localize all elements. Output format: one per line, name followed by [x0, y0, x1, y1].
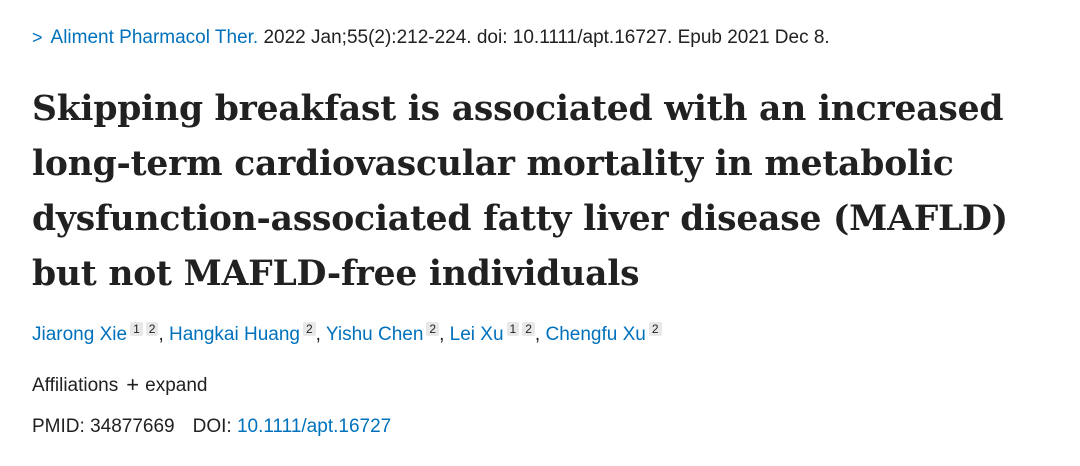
plus-icon[interactable]: +: [126, 372, 140, 397]
article-title: Skipping breakfast is associated with an…: [32, 82, 1062, 302]
affiliation-ref[interactable]: 2: [426, 322, 440, 336]
affiliations-toggle[interactable]: Affiliations + expand: [32, 373, 207, 399]
article-title-line: long-term cardiovascular mortality in me…: [32, 144, 954, 184]
doi-label: DOI:: [192, 416, 232, 437]
article-title-line: Skipping breakfast is associated with an…: [32, 89, 1004, 129]
affiliation-ref[interactable]: 2: [522, 322, 535, 336]
journal-link[interactable]: Aliment Pharmacol Ther.: [50, 27, 259, 48]
pmid-value: 34877669: [90, 416, 175, 437]
affiliation-ref[interactable]: 2: [145, 322, 159, 336]
doi-link[interactable]: 10.1111/apt.16727: [236, 416, 392, 437]
author-link[interactable]: Hangkai Huang: [169, 324, 300, 345]
author-list: Jiarong Xie 1 2, Hangkai Huang 2, Yishu Che…: [32, 320, 662, 350]
author-link[interactable]: Jiarong Xie: [32, 324, 128, 345]
citation-details: 2022 Jan;55(2):212-224. doi: 10.1111/apt…: [263, 27, 830, 48]
affiliations-label[interactable]: Affiliations: [32, 375, 119, 396]
author-link[interactable]: Chengfu Xu: [545, 324, 646, 345]
journal-citation: > Aliment Pharmacol Ther. 2022 Jan;55(2):…: [32, 24, 830, 51]
affiliation-ref[interactable]: 2: [648, 322, 662, 336]
article-title-line: but not MAFLD-free individuals: [32, 254, 640, 294]
author-link[interactable]: Yishu Chen: [325, 324, 424, 345]
author-link[interactable]: Lei Xu: [449, 324, 504, 345]
affiliation-ref[interactable]: 2: [302, 322, 316, 336]
article-identifiers: PMID: 34877669 DOI: 10.1111/apt.16727: [32, 414, 391, 440]
pmid-label: PMID:: [32, 416, 85, 437]
article-title-line: dysfunction-associated fatty liver disea…: [32, 199, 1008, 239]
affiliation-ref[interactable]: 1: [506, 322, 520, 336]
chevron-right-icon[interactable]: >: [32, 26, 43, 48]
expand-link[interactable]: expand: [145, 375, 208, 396]
affiliation-ref[interactable]: 1: [130, 322, 143, 336]
